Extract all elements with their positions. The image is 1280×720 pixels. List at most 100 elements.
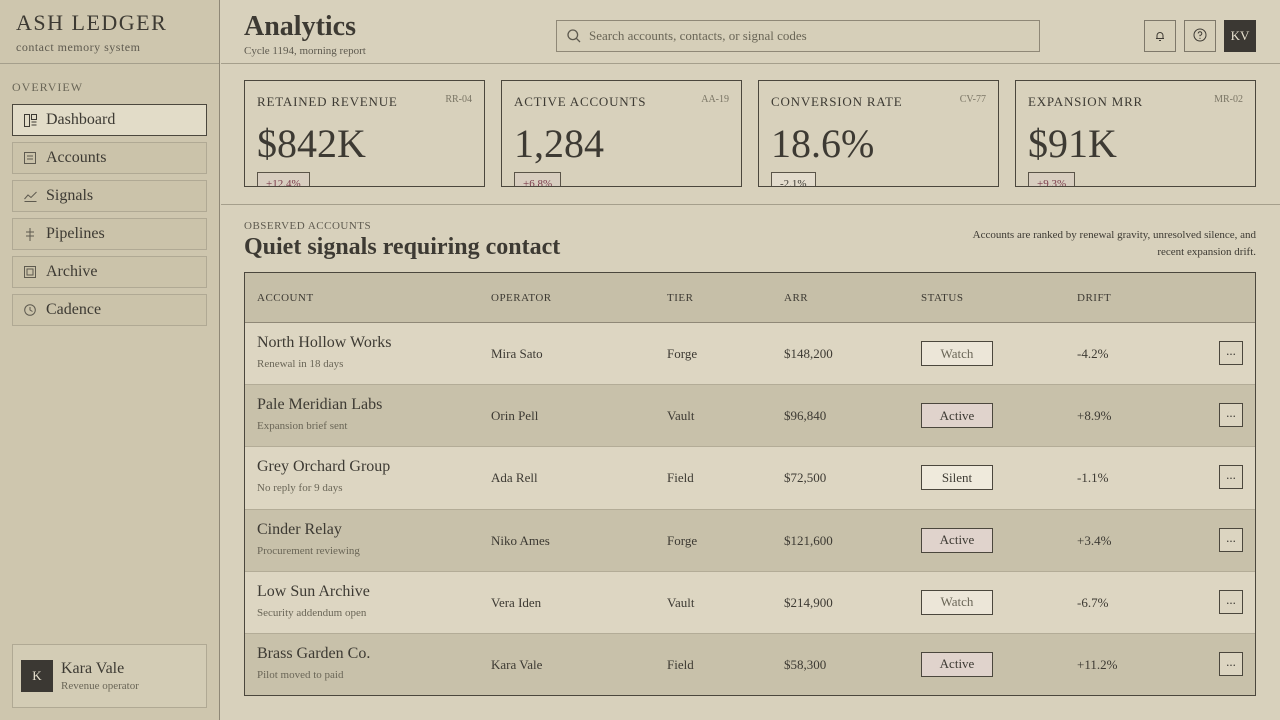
kpi-value: 18.6% bbox=[771, 121, 875, 166]
drift-cell: +11.2% bbox=[1077, 656, 1118, 672]
table-row[interactable]: Low Sun Archive Security addendum open Ver… bbox=[245, 571, 1255, 634]
status-badge: Active bbox=[921, 651, 993, 677]
user-role: Revenue operator bbox=[61, 680, 139, 692]
column-header-tier[interactable]: TIER bbox=[667, 292, 694, 304]
table-row[interactable]: North Hollow Works Renewal in 18 days Mira… bbox=[245, 323, 1255, 386]
search-bar[interactable] bbox=[556, 20, 1040, 52]
drift-cell: +3.4% bbox=[1077, 532, 1112, 548]
column-header-drift[interactable]: DRIFT bbox=[1077, 292, 1112, 304]
clock-icon bbox=[23, 303, 37, 317]
sidebar-nav: Dashboard Accounts Signals Pipelines Arc… bbox=[12, 104, 207, 332]
kpi-value: $91K bbox=[1028, 121, 1117, 166]
column-header-operator[interactable]: OPERATOR bbox=[491, 292, 552, 304]
account-name[interactable]: Grey Orchard Group bbox=[257, 458, 391, 476]
kpi-label: ACTIVE ACCOUNTS bbox=[514, 94, 647, 109]
section-note: Accounts are ranked by renewal gravity, … bbox=[972, 229, 1256, 258]
account-name[interactable]: North Hollow Works bbox=[257, 334, 392, 351]
kpi-delta: +6.8% bbox=[514, 172, 562, 186]
kpi-card-active-accounts[interactable]: ACTIVE ACCOUNTS AA-19 1,284 +6.8% bbox=[501, 80, 742, 187]
tier-cell: Forge bbox=[667, 346, 698, 361]
notifications-button[interactable] bbox=[1144, 20, 1176, 52]
column-header-arr[interactable]: ARR bbox=[784, 292, 809, 304]
column-header-status[interactable]: STATUS bbox=[921, 292, 964, 304]
sidebar-item-accounts[interactable]: Accounts bbox=[12, 142, 207, 174]
kpi-code: RR-04 bbox=[445, 94, 472, 105]
column-header-account[interactable]: ACCOUNT bbox=[257, 292, 314, 304]
brand: ASH LEDGER contact memory system bbox=[0, 0, 219, 64]
account-note: Pilot moved to paid bbox=[257, 668, 344, 681]
row-menu-button[interactable]: ... bbox=[1219, 589, 1243, 614]
table-body: North Hollow Works Renewal in 18 days Mira… bbox=[245, 323, 1255, 695]
account-name[interactable]: Cinder Relay bbox=[257, 520, 342, 538]
archive-icon bbox=[23, 265, 37, 279]
section-divider bbox=[221, 204, 1280, 205]
status-badge: Watch bbox=[921, 589, 993, 615]
sidebar-item-cadence[interactable]: Cadence bbox=[12, 294, 207, 326]
bell-icon bbox=[1154, 27, 1166, 46]
status-badge: Silent bbox=[921, 465, 993, 491]
sidebar-item-dashboard[interactable]: Dashboard bbox=[12, 104, 207, 136]
help-button[interactable] bbox=[1184, 20, 1216, 52]
sidebar-item-archive[interactable]: Archive bbox=[12, 256, 207, 288]
account-note: Security addendum open bbox=[257, 606, 367, 619]
sidebar-item-label: Cadence bbox=[46, 301, 102, 318]
kpi-card-retained-revenue[interactable]: RETAINED REVENUE RR-04 $842K +12.4% bbox=[244, 80, 485, 187]
operator-cell: Kara Vale bbox=[491, 656, 543, 672]
row-menu-button[interactable]: ... bbox=[1219, 403, 1243, 428]
user-card[interactable]: K Kara Vale Revenue operator bbox=[12, 644, 207, 708]
row-menu-button[interactable]: ... bbox=[1219, 341, 1243, 365]
section-title: Quiet signals requiring contact bbox=[244, 234, 561, 260]
arr-cell: $214,900 bbox=[784, 594, 833, 610]
dashboard-icon bbox=[23, 113, 37, 127]
kpi-delta: +9.3% bbox=[1028, 172, 1076, 186]
kpi-label: EXPANSION MRR bbox=[1028, 94, 1144, 109]
drift-cell: -4.2% bbox=[1077, 346, 1109, 361]
kpi-code: MR-02 bbox=[1214, 94, 1243, 105]
tier-cell: Vault bbox=[667, 408, 695, 424]
operator-cell: Orin Pell bbox=[491, 408, 539, 424]
row-menu-button[interactable]: ... bbox=[1219, 527, 1243, 552]
kpi-label: CONVERSION RATE bbox=[771, 94, 903, 109]
sidebar-item-pipelines[interactable]: Pipelines bbox=[12, 218, 207, 250]
account-name[interactable]: Brass Garden Co. bbox=[257, 644, 371, 662]
operator-cell: Niko Ames bbox=[491, 532, 550, 548]
arr-cell: $72,500 bbox=[784, 470, 827, 486]
kpi-code: CV-77 bbox=[959, 94, 986, 105]
account-note: Expansion brief sent bbox=[257, 420, 348, 433]
kpi-card-conversion-rate[interactable]: CONVERSION RATE CV-77 18.6% -2.1% bbox=[758, 80, 999, 187]
kpi-card-expansion-mrr[interactable]: EXPANSION MRR MR-02 $91K +9.3% bbox=[1015, 80, 1256, 187]
search-input[interactable] bbox=[589, 28, 1039, 44]
drift-cell: +8.9% bbox=[1077, 408, 1112, 424]
avatar[interactable]: KV bbox=[1224, 20, 1256, 52]
sidebar-item-signals[interactable]: Signals bbox=[12, 180, 207, 212]
sidebar: ASH LEDGER contact memory system OVERVIE… bbox=[0, 0, 220, 720]
kpi-label: RETAINED REVENUE bbox=[257, 94, 398, 109]
table-row[interactable]: Grey Orchard Group No reply for 9 days Ada… bbox=[245, 447, 1255, 510]
brand-subtitle: contact memory system bbox=[16, 40, 141, 54]
row-menu-button[interactable]: ... bbox=[1219, 465, 1243, 490]
account-note: Procurement reviewing bbox=[257, 544, 360, 557]
table-row[interactable]: Cinder Relay Procurement reviewing Niko Am… bbox=[245, 509, 1255, 572]
page-subtitle: Cycle 1194, morning report bbox=[244, 45, 366, 57]
search-icon bbox=[567, 29, 581, 43]
tier-cell: Field bbox=[667, 656, 694, 672]
sidebar-item-label: Archive bbox=[46, 263, 98, 280]
signals-icon bbox=[23, 189, 37, 203]
operator-cell: Vera Iden bbox=[491, 594, 542, 610]
account-note: Renewal in 18 days bbox=[257, 358, 344, 370]
kpi-value: $842K bbox=[257, 121, 366, 166]
section-eyebrow: OBSERVED ACCOUNTS bbox=[244, 220, 372, 232]
arr-cell: $58,300 bbox=[784, 656, 827, 672]
table-row[interactable]: Brass Garden Co. Pilot moved to paid Kara … bbox=[245, 633, 1255, 695]
operator-cell: Ada Rell bbox=[491, 470, 538, 486]
tier-cell: Vault bbox=[667, 594, 695, 610]
table-row[interactable]: Pale Meridian Labs Expansion brief sent Or… bbox=[245, 385, 1255, 448]
account-name[interactable]: Low Sun Archive bbox=[257, 582, 370, 600]
drift-cell: -6.7% bbox=[1077, 594, 1109, 610]
account-note: No reply for 9 days bbox=[257, 482, 343, 495]
accounts-icon bbox=[23, 151, 37, 165]
row-menu-button[interactable]: ... bbox=[1219, 651, 1243, 676]
account-name[interactable]: Pale Meridian Labs bbox=[257, 396, 383, 414]
tier-cell: Field bbox=[667, 470, 694, 486]
page-title: Analytics bbox=[244, 11, 356, 42]
